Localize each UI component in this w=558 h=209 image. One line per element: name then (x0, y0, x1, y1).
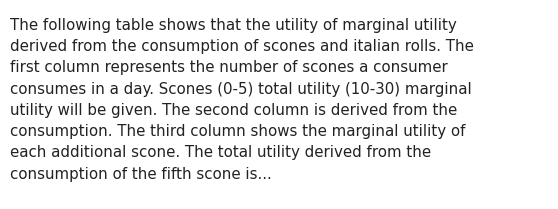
Text: The following table shows that the utility of marginal utility
derived from the : The following table shows that the utili… (10, 18, 474, 182)
